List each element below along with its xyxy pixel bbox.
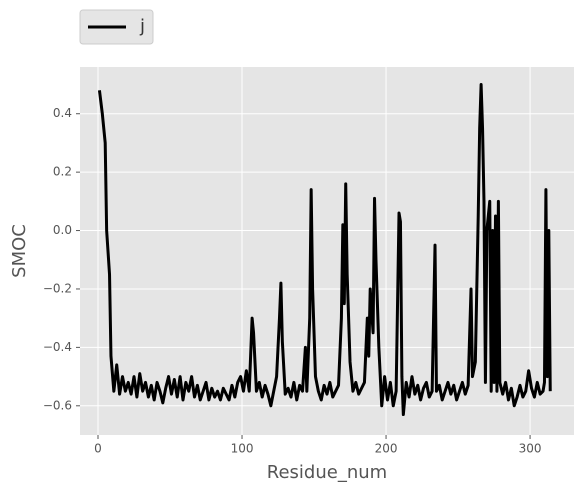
legend-label: j [139,16,145,37]
y-tick-label: 0.0 [53,223,72,237]
y-tick-label: −0.6 [43,398,72,412]
y-tick-label: 0.2 [53,165,72,179]
y-tick-label: 0.4 [53,106,72,120]
data-line [97,83,552,417]
x-tick-label: 0 [94,442,102,456]
x-tick-label: 300 [519,442,542,456]
y-tick-label: −0.2 [43,281,72,295]
x-tick-label: 100 [231,442,254,456]
x-axis-label: Residue_num [267,462,387,483]
y-axis-label: SMOC [9,224,30,278]
y-tick-label: −0.4 [43,340,72,354]
x-tick-label: 200 [375,442,398,456]
